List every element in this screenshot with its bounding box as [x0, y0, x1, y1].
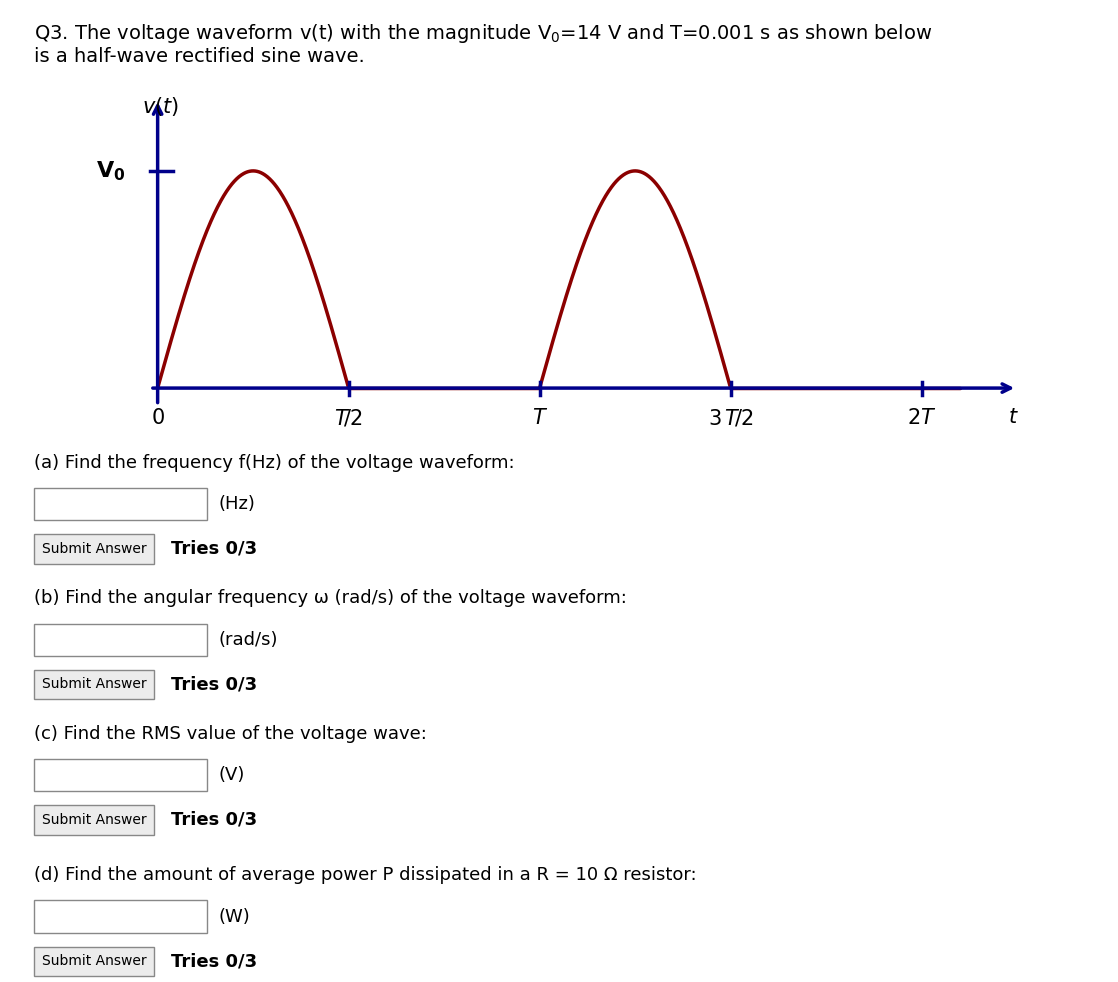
Text: Submit Answer: Submit Answer — [41, 955, 146, 968]
Text: $v(t)$: $v(t)$ — [142, 95, 179, 118]
Text: (rad/s): (rad/s) — [218, 630, 277, 649]
Text: Tries 0/3: Tries 0/3 — [171, 953, 257, 970]
Text: Tries 0/3: Tries 0/3 — [171, 676, 257, 693]
Text: (Hz): (Hz) — [218, 495, 255, 514]
Text: Submit Answer: Submit Answer — [41, 678, 146, 691]
Text: (a) Find the frequency f(Hz) of the voltage waveform:: (a) Find the frequency f(Hz) of the volt… — [34, 454, 514, 471]
Text: is a half-wave rectified sine wave.: is a half-wave rectified sine wave. — [34, 47, 364, 66]
Text: $\mathbf{V_0}$: $\mathbf{V_0}$ — [96, 159, 125, 183]
Text: $2T$: $2T$ — [907, 408, 936, 427]
Text: $3\,T\!/2$: $3\,T\!/2$ — [708, 408, 754, 428]
Text: (b) Find the angular frequency ω (rad/s) of the voltage waveform:: (b) Find the angular frequency ω (rad/s)… — [34, 589, 626, 607]
Text: (V): (V) — [218, 766, 245, 785]
Text: $T\!/2$: $T\!/2$ — [334, 408, 363, 428]
Text: (d) Find the amount of average power P dissipated in a R = 10 Ω resistor:: (d) Find the amount of average power P d… — [34, 866, 697, 884]
Text: (W): (W) — [218, 907, 249, 926]
Text: Submit Answer: Submit Answer — [41, 813, 146, 827]
Text: $t$: $t$ — [1007, 408, 1018, 426]
Text: Tries 0/3: Tries 0/3 — [171, 811, 257, 829]
Text: Q3. The voltage waveform v(t) with the magnitude V$_\mathsf{0}$=14 V and T=0.001: Q3. The voltage waveform v(t) with the m… — [34, 22, 932, 44]
Text: $0$: $0$ — [151, 408, 164, 427]
Text: Submit Answer: Submit Answer — [41, 542, 146, 556]
Text: (c) Find the RMS value of the voltage wave:: (c) Find the RMS value of the voltage wa… — [34, 725, 426, 742]
Text: Tries 0/3: Tries 0/3 — [171, 540, 257, 558]
Text: $T$: $T$ — [531, 408, 548, 427]
